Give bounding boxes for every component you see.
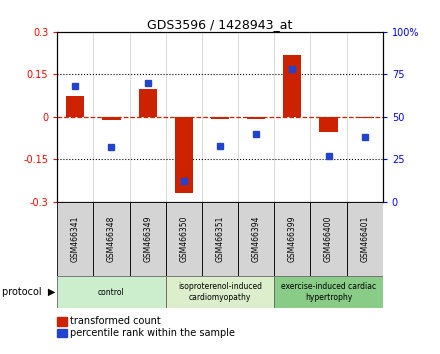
Text: protocol  ▶: protocol ▶ [2, 287, 55, 297]
Bar [166, 276, 274, 308]
Text: exercise-induced cardiac
hypertrophy: exercise-induced cardiac hypertrophy [281, 282, 376, 302]
Text: GSM466351: GSM466351 [216, 216, 224, 262]
Bar [139, 88, 157, 117]
Text: control: control [98, 287, 125, 297]
Bar [319, 117, 337, 132]
Text: GSM466349: GSM466349 [143, 216, 152, 262]
Bar [103, 117, 121, 120]
Title: GDS3596 / 1428943_at: GDS3596 / 1428943_at [147, 18, 293, 31]
Bar [356, 117, 374, 118]
Bar [66, 96, 84, 117]
Text: percentile rank within the sample: percentile rank within the sample [70, 328, 235, 338]
Text: GSM466350: GSM466350 [180, 216, 188, 262]
Bar [347, 202, 383, 276]
Bar [211, 117, 229, 119]
Bar [274, 276, 383, 308]
Bar [247, 117, 265, 119]
Bar [129, 202, 166, 276]
Bar [93, 202, 129, 276]
Text: GSM466401: GSM466401 [360, 216, 369, 262]
Text: GSM466341: GSM466341 [71, 216, 80, 262]
Text: GSM466399: GSM466399 [288, 216, 297, 262]
Bar [175, 117, 193, 193]
Text: transformed count: transformed count [70, 316, 161, 326]
Text: GSM466394: GSM466394 [252, 216, 260, 262]
Bar [202, 202, 238, 276]
Bar [283, 55, 301, 117]
Bar [274, 202, 311, 276]
Bar [57, 276, 166, 308]
Text: GSM466348: GSM466348 [107, 216, 116, 262]
Bar [57, 202, 93, 276]
Bar [311, 202, 347, 276]
Bar [166, 202, 202, 276]
Text: isoproterenol-induced
cardiomyopathy: isoproterenol-induced cardiomyopathy [178, 282, 262, 302]
Bar [238, 202, 274, 276]
Text: GSM466400: GSM466400 [324, 216, 333, 262]
